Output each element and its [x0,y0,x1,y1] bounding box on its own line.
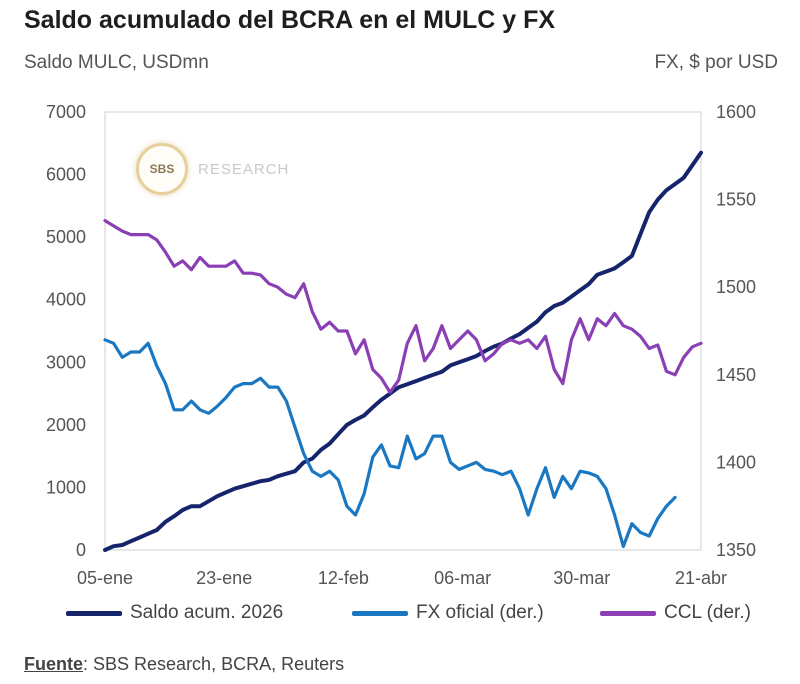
chart-title: Saldo acumulado del BCRA en el MULC y FX [24,6,556,34]
y-left-tick-label: 7000 [46,102,86,122]
x-tick-label: 30-mar [553,568,610,588]
x-tick-label: 21-abr [675,568,727,588]
legend-item-ccl: CCL (der.) [600,602,751,624]
logo-text: RESEARCH [198,160,290,178]
y-right-tick-label: 1400 [716,452,756,472]
legend-swatch [352,610,408,616]
line-chart: 0 1000 2000 3000 4000 5000 6000 7000 1350 1400 14… [46,102,756,588]
y-right-tick-label: 1550 [716,190,756,210]
y-left-tick-label: 5000 [46,227,86,247]
series-line-saldo [103,150,703,552]
legend-swatch [66,610,122,616]
right-axis-caption: FX, $ por USD [654,52,778,73]
legend-label: Saldo acum. 2026 [130,602,284,623]
series-line-fx-oficial [103,338,677,549]
y-left-tick-label: 2000 [46,415,86,435]
x-tick-label: 05-ene [77,568,133,588]
x-tick-label: 23-ene [196,568,252,588]
watermark-logo: SBS RESEARCH [136,143,289,195]
y-right-tick-label: 1350 [716,540,756,560]
legend-label: CCL (der.) [664,602,751,623]
legend-swatch [600,610,656,616]
y-left-tick-label: 3000 [46,352,86,372]
y-left-tick-label: 6000 [46,165,86,185]
source-note: Fuente: SBS Research, BCRA, Reuters [24,654,344,675]
legend-label: FX oficial (der.) [416,602,544,623]
x-tick-label: 12-feb [318,568,369,588]
legend-item-saldo: Saldo acum. 2026 [66,602,283,624]
chart-legend: Saldo acum. 2026 FX oficial (der.) CCL (… [0,602,800,636]
source-text: : SBS Research, BCRA, Reuters [83,654,345,674]
y-right-tick-label: 1600 [716,102,756,122]
source-label: Fuente [24,654,84,674]
logo-badge: SBS [136,143,188,195]
y-right-tick-label: 1450 [716,365,756,385]
x-tick-label: 06-mar [434,568,491,588]
legend-item-fx-oficial: FX oficial (der.) [352,602,544,624]
series-line-ccl [103,219,703,394]
y-right-tick-label: 1500 [716,277,756,297]
y-left-tick-label: 1000 [46,477,86,497]
plot-area [104,111,702,551]
y-left-tick-label: 0 [76,540,86,560]
left-axis-caption: Saldo MULC, USDmn [24,52,209,73]
y-left-tick-label: 4000 [46,290,86,310]
